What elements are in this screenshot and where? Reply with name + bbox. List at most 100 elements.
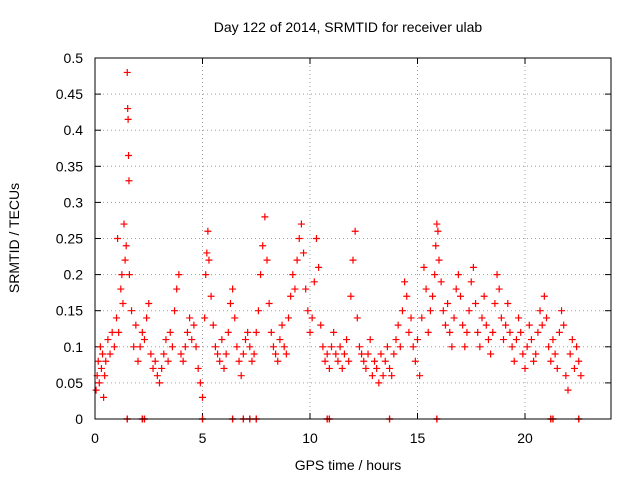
data-point [407, 314, 415, 322]
data-point [426, 307, 434, 315]
x-tick-label: 0 [91, 430, 99, 446]
data-point [216, 357, 224, 365]
data-point [204, 227, 212, 235]
data-point [532, 350, 540, 358]
data-point [482, 321, 490, 329]
data-point [321, 357, 329, 365]
data-point [175, 271, 183, 279]
y-tick-label: 0.4 [64, 122, 84, 138]
data-point [545, 343, 553, 351]
data-point [386, 364, 394, 372]
data-point [401, 278, 409, 286]
data-point [403, 292, 411, 300]
y-tick-label: 0.45 [56, 86, 83, 102]
data-point [343, 336, 351, 344]
data-point [181, 343, 189, 351]
data-point [122, 242, 130, 250]
data-point [99, 350, 107, 358]
data-point [226, 299, 234, 307]
data-point [199, 393, 206, 401]
data-point [317, 321, 325, 329]
data-point [263, 256, 271, 264]
data-point [115, 328, 123, 336]
data-point [444, 299, 452, 307]
data-point [484, 336, 492, 344]
data-point [491, 299, 499, 307]
data-point [92, 386, 100, 394]
data-point [151, 357, 159, 365]
data-point [162, 336, 170, 344]
data-point [209, 321, 217, 329]
data-point [478, 314, 486, 322]
data-point [125, 177, 133, 185]
data-point [319, 343, 327, 351]
data-point [512, 336, 520, 344]
data-point [214, 350, 222, 358]
data-point [168, 343, 176, 351]
data-point [259, 242, 267, 250]
data-point [138, 328, 146, 336]
data-point [96, 343, 104, 351]
data-point [434, 227, 442, 235]
data-point [530, 357, 538, 365]
data-point [293, 256, 301, 264]
data-point [373, 364, 381, 372]
y-tick-label: 0.2 [64, 267, 84, 283]
data-point [362, 364, 370, 372]
data-point [351, 227, 359, 235]
data-point [186, 314, 194, 322]
data-point [117, 285, 125, 293]
data-point [235, 357, 243, 365]
data-point [190, 321, 198, 329]
data-point [358, 350, 366, 358]
data-point [411, 357, 419, 365]
data-point [543, 314, 550, 322]
data-point [549, 336, 557, 344]
data-point [551, 350, 559, 358]
data-point [433, 220, 441, 228]
data-point [121, 256, 129, 264]
data-point [383, 343, 391, 351]
data-point [153, 372, 161, 380]
data-point [360, 357, 368, 365]
data-point [173, 285, 181, 293]
data-point [272, 350, 280, 358]
data-point [143, 314, 151, 322]
data-point [366, 336, 374, 344]
data-point [474, 328, 482, 336]
data-point [145, 299, 153, 307]
data-point [328, 343, 335, 351]
x-axis: 0 5 10 15 20 [91, 58, 533, 446]
data-point [439, 307, 447, 315]
data-point [448, 343, 456, 351]
data-point [450, 314, 458, 322]
plot-frame [94, 57, 612, 420]
data-point [134, 357, 142, 365]
data-point [124, 115, 132, 123]
data-point [375, 379, 383, 387]
data-point [465, 307, 473, 315]
data-point [302, 285, 310, 293]
data-point [132, 321, 140, 329]
data-point [521, 364, 529, 372]
y-tick-label: 0.25 [56, 231, 83, 247]
data-point [97, 364, 105, 372]
data-point [220, 364, 228, 372]
data-point [110, 343, 118, 351]
data-point [396, 343, 404, 351]
data-point [297, 220, 305, 228]
data-point [308, 314, 316, 322]
data-point [416, 372, 424, 380]
data-point [467, 278, 475, 286]
data-point [147, 350, 155, 358]
data-point [106, 350, 114, 358]
data-point [452, 285, 460, 293]
data-point [368, 372, 376, 380]
data-point [437, 278, 445, 286]
data-point [538, 321, 546, 329]
data-point [562, 372, 570, 380]
y-tick-label: 0.1 [64, 339, 84, 355]
data-point [156, 379, 163, 387]
data-point [300, 249, 308, 257]
y-tick-label: 0 [75, 411, 83, 427]
